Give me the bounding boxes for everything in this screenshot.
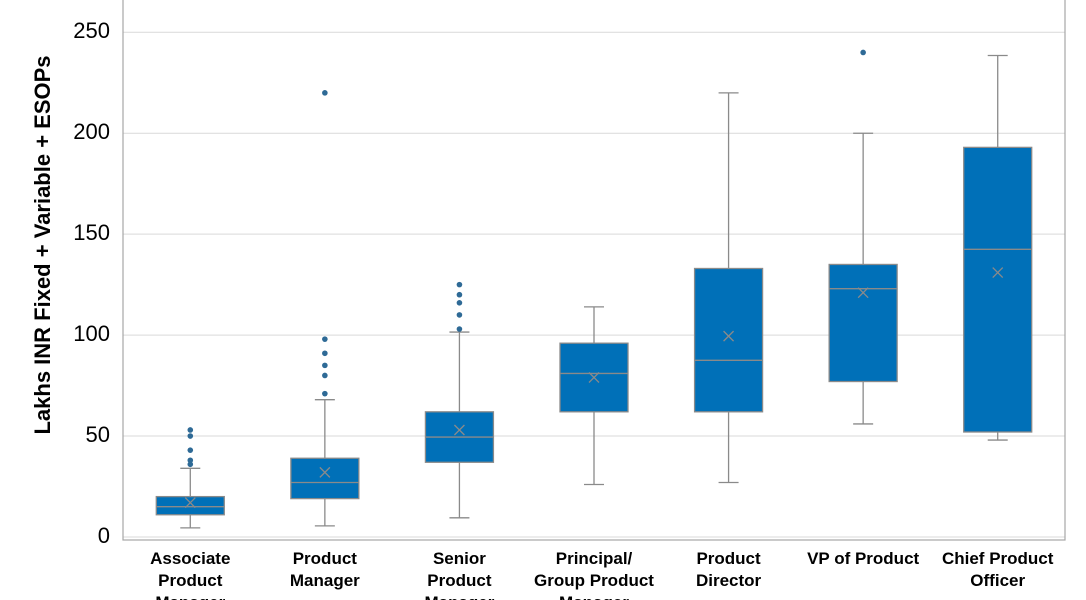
outlier: [322, 390, 328, 397]
outlier: [187, 461, 194, 468]
outlier: [456, 300, 463, 306]
outlier: [860, 49, 866, 56]
x-tick-label: Senior Product Manager: [424, 549, 494, 600]
outlier: [187, 447, 194, 453]
x-tick-label: Product Director: [695, 549, 762, 590]
outlier: [187, 427, 194, 433]
x-tick-label: Principal/ Group Product Manager: [534, 549, 654, 600]
y-axis-title: Lakhs INR Fixed + Variable + ESOPs: [30, 55, 55, 434]
y-tick-label: 0: [98, 523, 110, 548]
mean-marker: [723, 330, 735, 342]
box: [290, 457, 360, 500]
plot-border: [122, 0, 1066, 541]
outlier: [322, 372, 328, 379]
outlier: [456, 281, 463, 288]
y-tick-label: 50: [86, 422, 110, 447]
mean-marker: [453, 424, 465, 436]
box: [155, 495, 225, 516]
x-tick-label: Associate Product Manager: [150, 549, 231, 600]
outlier: [322, 362, 328, 369]
outlier: [322, 350, 328, 357]
x-tick-label: Product Manager: [289, 549, 360, 590]
box: [963, 146, 1033, 433]
y-tick-label: 200: [73, 119, 110, 144]
outlier: [456, 291, 463, 298]
outlier: [187, 433, 194, 439]
outlier: [322, 90, 328, 96]
y-tick-label: 250: [73, 18, 110, 43]
outlier: [322, 336, 328, 342]
x-tick-label: VP of Product: [807, 549, 920, 568]
mean-marker: [319, 466, 331, 478]
box: [828, 263, 898, 383]
mean-marker: [588, 372, 600, 383]
mean-marker: [857, 287, 869, 299]
outlier: [187, 457, 194, 464]
x-tick-label: Chief Product Officer: [941, 549, 1054, 590]
y-tick-label: 100: [73, 321, 110, 346]
outlier: [456, 312, 463, 318]
outlier: [456, 326, 463, 332]
mean-marker: [184, 497, 196, 509]
mean-marker: [992, 267, 1004, 278]
box: [693, 267, 764, 413]
y-tick-label: 150: [73, 220, 110, 245]
